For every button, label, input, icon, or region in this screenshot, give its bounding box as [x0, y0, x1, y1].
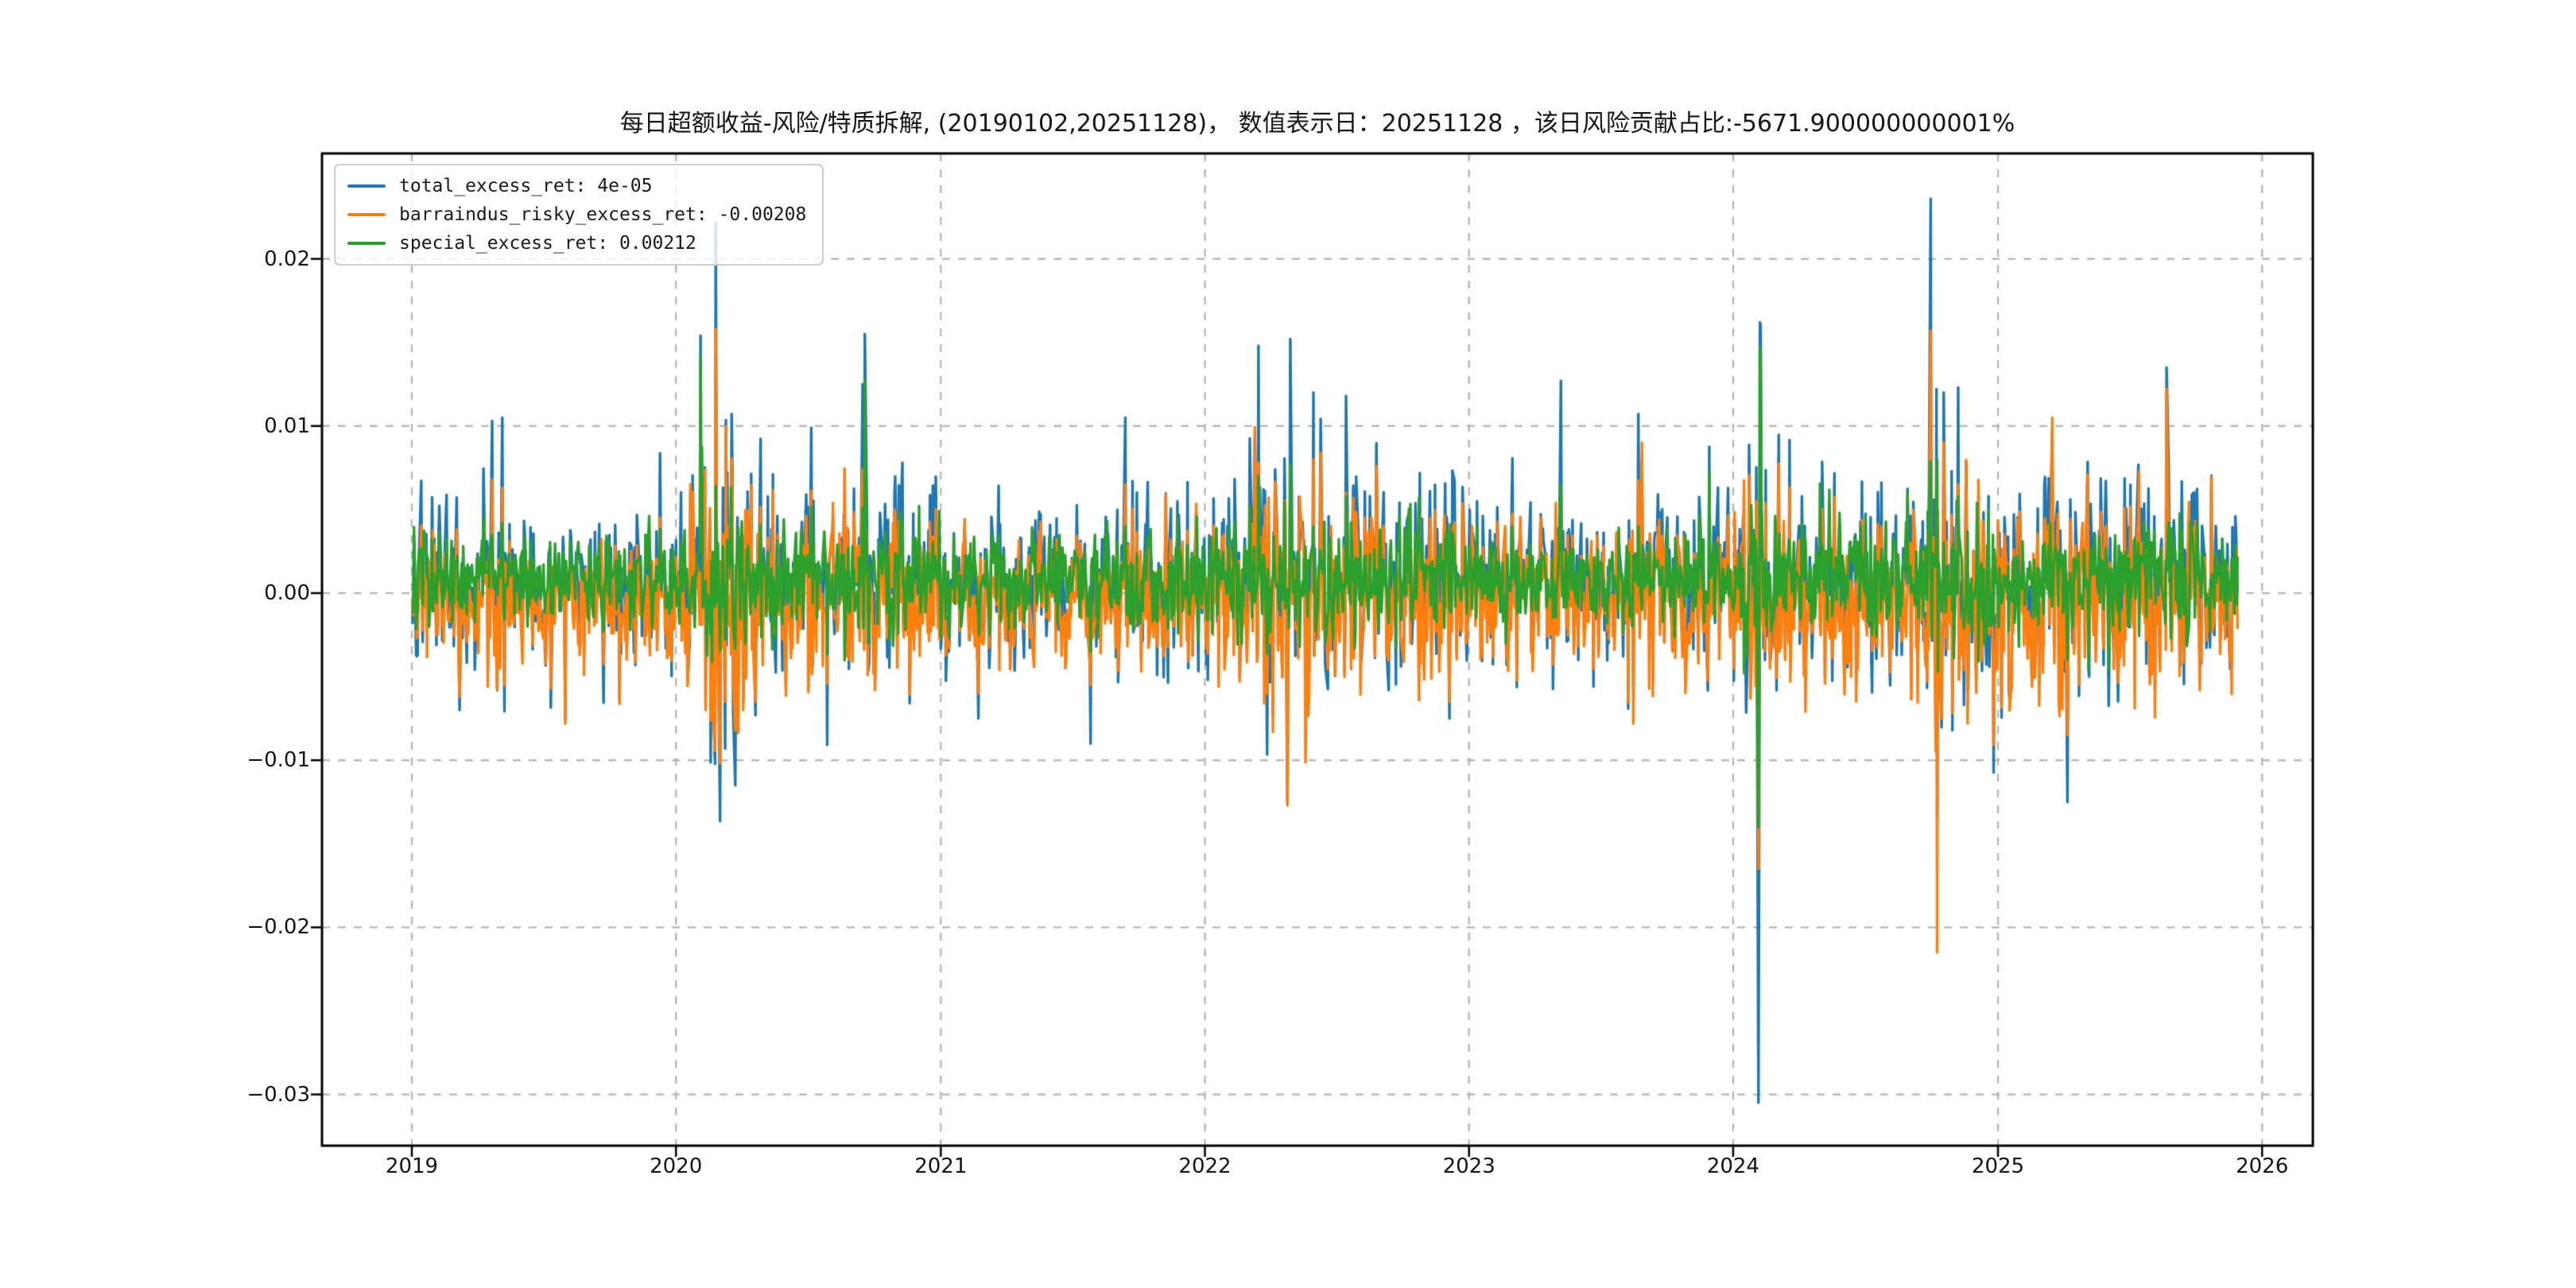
y-tick-label: 0.00 — [264, 581, 310, 605]
y-tick-label: −0.03 — [246, 1082, 310, 1107]
y-tick-label: −0.01 — [246, 748, 310, 773]
x-tick-label: 2019 — [385, 1154, 439, 1178]
legend-item: special_excess_ret: 0.00212 — [347, 233, 806, 254]
x-tick-label: 2021 — [914, 1154, 968, 1178]
x-tick-label: 2026 — [2236, 1154, 2289, 1178]
legend-label: special_excess_ret: 0.00212 — [399, 233, 696, 254]
x-tick-label: 2020 — [650, 1154, 703, 1178]
legend-label: total_excess_ret: 4e-05 — [399, 176, 653, 196]
x-tick-label: 2022 — [1178, 1154, 1232, 1178]
x-tick-label: 2023 — [1442, 1154, 1496, 1178]
y-tick-label: −0.02 — [246, 915, 310, 940]
y-tick-label: 0.01 — [264, 413, 310, 438]
legend-item: total_excess_ret: 4e-05 — [347, 176, 806, 196]
legend: total_excess_ret: 4e-05 barraindus_risky_… — [334, 164, 824, 266]
legend-line-swatch — [347, 242, 386, 245]
legend-line-swatch — [347, 213, 386, 216]
x-tick-label: 2024 — [1706, 1154, 1759, 1178]
chart-title: 每日超额收益-风险/特质拆解, (20190102,20251128)， 数值表… — [619, 110, 2015, 138]
legend-label: barraindus_risky_excess_ret: -0.00208 — [399, 204, 807, 225]
legend-line-swatch — [347, 184, 386, 188]
x-tick-label: 2025 — [1971, 1154, 2025, 1178]
legend-item: barraindus_risky_excess_ret: -0.00208 — [347, 204, 806, 225]
y-tick-label: 0.02 — [264, 246, 310, 271]
